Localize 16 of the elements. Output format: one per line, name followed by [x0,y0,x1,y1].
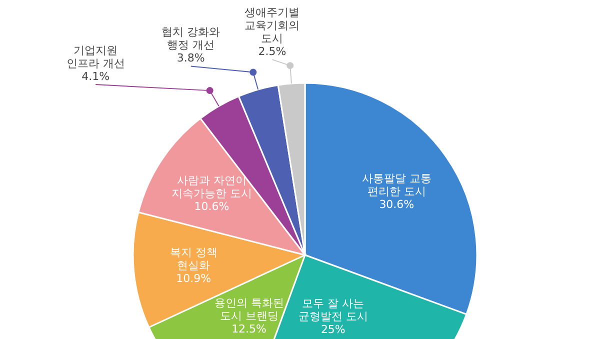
data-label: 12.5% [232,322,267,336]
slice-label: 사람과 자연이 지속가능한 도시 [172,174,252,200]
data-label: 3.8% [176,52,205,65]
slice-label: 용인의 특화된 도시 브랜딩 [214,296,284,323]
data-label: 10.6% [194,200,230,214]
slice-label: 복지 정책 현실화 [170,246,218,272]
data-label: 4.1% [82,70,110,83]
data-label: 30.6% [379,198,414,211]
data-label: 25% [320,322,346,336]
slice-label: 생애주기별 교육기회의 도시 [244,6,300,45]
slice-label: 사통팔달 교통 편리한 도시 [362,172,432,198]
slice-label: 모두 잘 사는 균형발전 도시 [298,296,368,323]
slice-label: 협치 강화와 행정 개선 [162,26,220,52]
data-label: 2.5% [258,44,286,58]
data-label: 10.9% [176,272,212,286]
slice-label: 기업지원 인프라 개선 [66,44,125,70]
